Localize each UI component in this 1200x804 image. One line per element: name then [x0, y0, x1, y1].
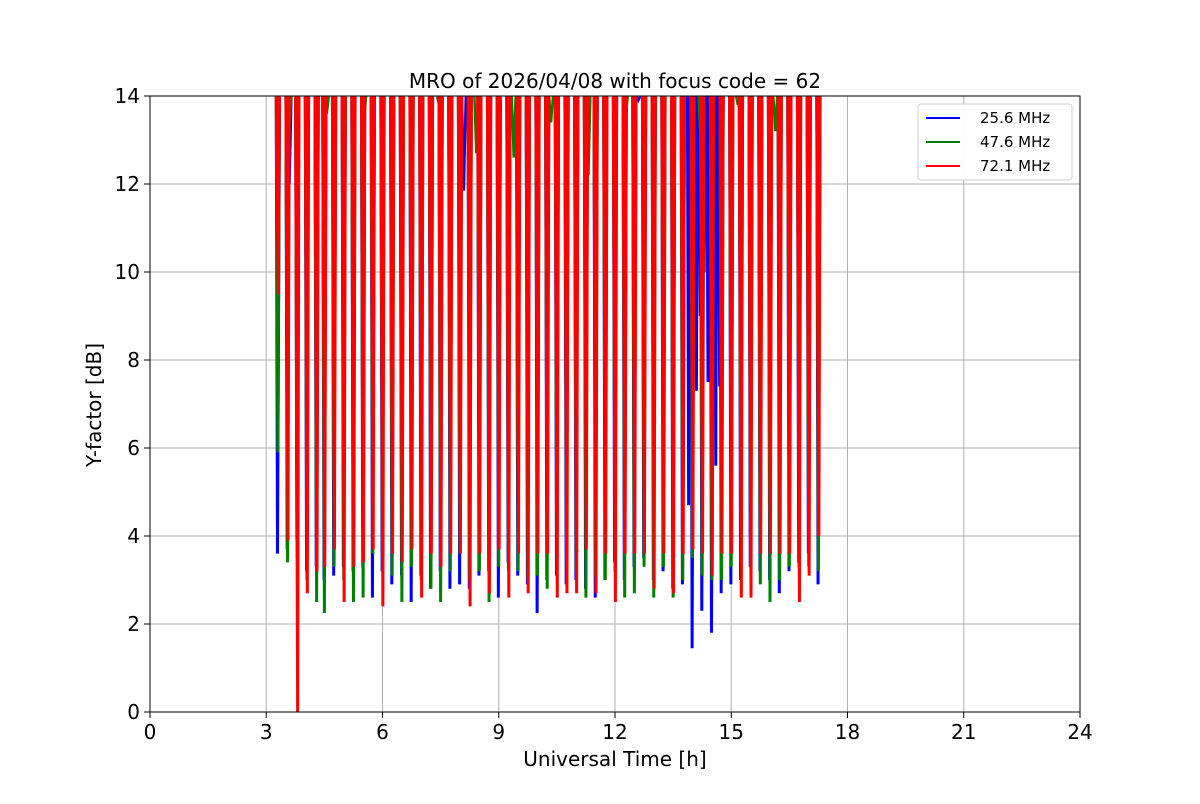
red-top-fill	[447, 96, 453, 132]
red-top-fill	[738, 96, 744, 132]
red-top-fill	[777, 96, 783, 132]
x-tick-label: 15	[719, 720, 744, 744]
red-top-fill	[294, 96, 300, 132]
x-axis-label: Universal Time [h]	[523, 747, 706, 771]
red-top-fill	[544, 96, 550, 132]
red-top-fill	[304, 96, 310, 132]
red-top-fill	[661, 96, 666, 132]
legend-label: 72.1 MHz	[980, 157, 1050, 175]
red-top-fill	[564, 96, 569, 132]
legend-label: 25.6 MHz	[980, 109, 1050, 127]
legend: 25.6 MHz 47.6 MHz 72.1 MHz	[917, 103, 1073, 181]
y-tick-label: 2	[127, 612, 140, 636]
x-tick-label: 21	[951, 720, 976, 744]
red-top-fill	[767, 96, 773, 132]
red-top-fill	[515, 96, 521, 132]
red-top-fill	[680, 96, 686, 132]
y-axis-label: Y-factor [dB]	[82, 343, 106, 468]
red-top-fill	[457, 96, 463, 132]
red-top-fill	[467, 96, 473, 132]
red-top-fill	[525, 96, 531, 132]
red-top-fill	[806, 96, 812, 132]
legend-box	[917, 103, 1073, 181]
red-top-fill	[796, 96, 802, 132]
red-top-fill	[719, 96, 724, 132]
red-top-fill	[728, 96, 734, 132]
red-top-fill	[360, 96, 366, 132]
series-72-1-mhz	[274, 96, 822, 712]
red-top-fill	[496, 96, 502, 132]
red-top-fill	[787, 96, 792, 132]
red-top-fill	[380, 96, 385, 132]
x-tick-label: 3	[260, 720, 273, 744]
red-top-fill	[602, 96, 608, 132]
red-top-fill	[641, 96, 647, 132]
x-tick-label: 9	[492, 720, 505, 744]
series-pulses	[274, 96, 822, 712]
red-top-fill	[816, 96, 821, 132]
legend-label: 47.6 MHz	[980, 133, 1050, 151]
data-layer	[274, 96, 822, 712]
red-top-fill	[699, 96, 705, 132]
y-tick-label: 4	[127, 524, 140, 548]
y-tick-label: 6	[127, 436, 140, 460]
red-top-fill	[351, 96, 356, 132]
red-top-fill	[389, 96, 395, 132]
red-top-fill	[690, 96, 695, 132]
red-top-fill	[632, 96, 637, 132]
red-top-fill	[593, 96, 598, 132]
red-top-fill	[285, 96, 290, 132]
red-top-fill	[670, 96, 676, 132]
red-top-fill	[583, 96, 589, 132]
chart-title: MRO of 2026/04/08 with focus code = 62	[409, 69, 821, 93]
x-tick-label: 24	[1067, 720, 1092, 744]
y-tick-label: 8	[127, 348, 140, 372]
red-top-fill	[757, 96, 763, 132]
red-top-fill	[535, 96, 540, 132]
y-tick-label: 14	[115, 84, 140, 108]
red-top-fill	[438, 96, 443, 132]
x-tick-label: 6	[376, 720, 389, 744]
red-top-fill	[554, 96, 560, 132]
red-top-fill	[651, 96, 657, 132]
red-top-band	[275, 96, 821, 132]
red-top-fill	[341, 96, 347, 132]
x-tick-label: 12	[602, 720, 627, 744]
x-tick-label: 18	[835, 720, 860, 744]
red-top-fill	[428, 96, 434, 132]
red-top-fill	[506, 96, 511, 132]
red-top-fill	[709, 96, 715, 132]
y-tick-label: 10	[115, 260, 140, 284]
red-top-fill	[275, 96, 281, 132]
red-top-fill	[612, 96, 618, 132]
red-top-fill	[370, 96, 376, 132]
red-top-fill	[477, 96, 482, 132]
red-top-fill	[331, 96, 337, 132]
red-top-fill	[748, 96, 753, 132]
y-tick-label: 0	[127, 700, 140, 724]
x-tick-label: 0	[144, 720, 157, 744]
y-tick-label: 12	[115, 172, 140, 196]
red-top-fill	[399, 96, 405, 132]
red-top-fill	[322, 96, 327, 132]
red-top-fill	[314, 96, 319, 132]
red-top-fill	[573, 96, 579, 132]
red-top-fill	[622, 96, 628, 132]
red-top-fill	[409, 96, 414, 132]
red-top-fill	[418, 96, 424, 132]
red-top-fill	[486, 96, 492, 132]
